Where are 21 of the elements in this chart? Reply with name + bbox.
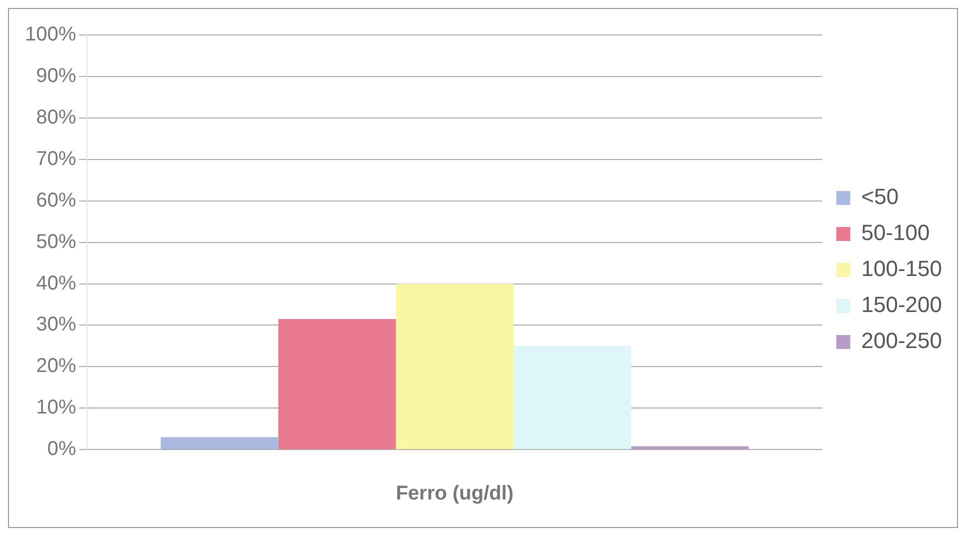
- y-tick-label: 0%: [47, 438, 76, 460]
- y-tick-label: 60%: [36, 189, 76, 212]
- bar: [514, 346, 632, 450]
- legend-label: 50-100: [861, 220, 930, 246]
- y-tick-label: 20%: [36, 355, 76, 378]
- bar: [278, 319, 396, 450]
- y-tick-label: 30%: [36, 314, 76, 336]
- y-tick-label: 80%: [36, 106, 76, 128]
- y-tick-label: 90%: [36, 64, 76, 87]
- y-tick-label: 10%: [36, 396, 76, 419]
- legend-label: 200-250: [861, 328, 942, 354]
- y-tick-label: 70%: [36, 148, 76, 170]
- y-tick-label: 40%: [36, 272, 76, 294]
- bar: [160, 437, 278, 450]
- y-tick-label: 50%: [36, 230, 76, 253]
- legend-label: 150-200: [861, 292, 942, 318]
- x-axis-title: Ferro (ug/dl): [396, 482, 514, 505]
- bar: [396, 284, 514, 450]
- y-tick-label: 100%: [24, 24, 76, 46]
- legend-label: 100-150: [861, 256, 942, 282]
- legend-label: <50: [861, 184, 899, 210]
